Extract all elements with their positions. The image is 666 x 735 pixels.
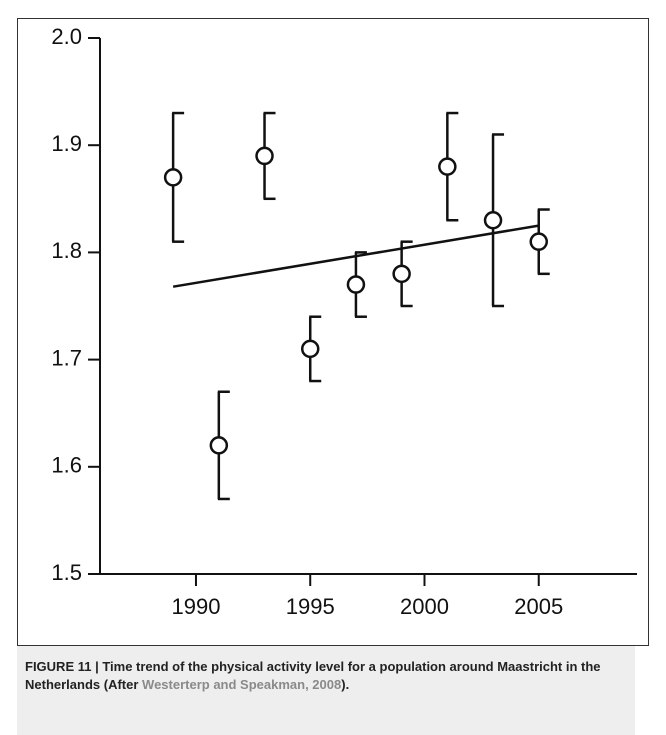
data-point (483, 210, 503, 230)
reference-link[interactable]: Westerterp and Speakman, 2008 (142, 677, 342, 692)
caption: FIGURE 11 | Time trend of the physical a… (17, 646, 635, 735)
y-tick-label: 1.6 (51, 453, 82, 478)
x-tick-label: 2005 (514, 594, 563, 619)
data-point (255, 146, 274, 166)
data-point (346, 275, 366, 294)
chart: 1.5 1.6 1.7 1.8 1.9 2.0 1990 1995 2000 2005 (17, 18, 649, 646)
data-point (300, 339, 320, 359)
y-tick-label: 1.7 (51, 345, 82, 370)
x-tick-label: 1990 (171, 594, 220, 619)
y-tick-label: 1.5 (51, 560, 82, 585)
data-point (209, 436, 229, 455)
data-point (438, 157, 457, 176)
y-tick-label: 1.9 (51, 131, 82, 156)
y-tick-label: 1.8 (51, 238, 82, 263)
caption-text: FIGURE 11 | Time trend of the physical a… (25, 659, 601, 692)
data-point (392, 264, 411, 284)
x-tick-label: 1995 (286, 594, 335, 619)
data-point (529, 232, 548, 251)
caption-end: ). (341, 677, 350, 692)
frame (17, 18, 649, 646)
x-tick-label: 2000 (400, 594, 449, 619)
data-point (163, 168, 183, 187)
y-tick-label: 2.0 (51, 24, 82, 49)
trend-line (172, 224, 539, 288)
